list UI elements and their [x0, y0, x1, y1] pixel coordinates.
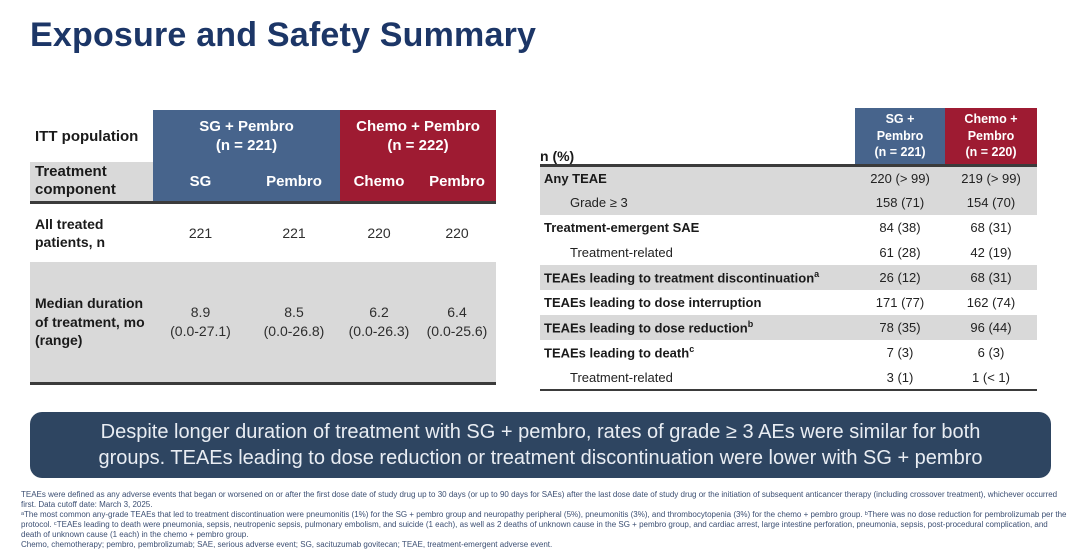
exposure-table-header: ITT population SG + Pembro (n = 221) Che… — [30, 110, 496, 202]
right-table-row: TEAEs leading to treatment discontinuati… — [540, 265, 1037, 290]
right-table-row: TEAEs leading to dose interruption 171 (7… — [540, 290, 1037, 315]
value-cell: 221 — [282, 224, 306, 241]
value-line: 8.5 — [284, 303, 304, 320]
footnote-marker: a — [814, 269, 820, 280]
summary-callout-box: Despite longer duration of treatment wit… — [30, 412, 1051, 478]
value-cell: 96 (44) — [945, 315, 1037, 340]
treatment-component-row: Treatment component SG Pembro Chemo Pemb… — [30, 162, 496, 202]
value-cell: 220 (> 99) — [855, 165, 945, 190]
value-cell: 68 (31) — [945, 265, 1037, 290]
value-cell: 26 (12) — [855, 265, 945, 290]
row-label: Median duration of treatment, mo (range) — [30, 262, 153, 383]
chemo-pembro-group-header: Chemo + Pembro (n = 222) — [340, 110, 496, 162]
safety-table: n (%) SG + Pembro (n = 221) Chemo + Pemb… — [540, 108, 1037, 391]
ae-category-label: Treatment-emergent SAE — [544, 220, 700, 235]
right-table-row: TEAEs leading to deathc 7 (3) 6 (3) — [540, 340, 1037, 365]
right-table-row: Grade ≥ 3 158 (71) 154 (70) — [540, 190, 1037, 215]
component-col-pembro: Pembro — [418, 162, 496, 202]
group-name: SG + Pembro — [199, 117, 294, 135]
value-cell: 61 (28) — [879, 245, 921, 260]
footnote-marker: b — [747, 319, 754, 330]
ae-category-label: TEAEs leading to dose reductionb — [540, 315, 855, 340]
footnote-abc: ᵃThe most common any-grade TEAEs that le… — [21, 509, 1067, 539]
header-line: (n = 221) — [874, 144, 926, 159]
value-cell: 219 (> 99) — [945, 165, 1037, 190]
itt-population-label: ITT population — [30, 110, 153, 162]
ae-category-label: Treatment-related — [570, 369, 673, 385]
right-table-row: Treatment-related 61 (28) 42 (19) — [540, 240, 1037, 265]
header-line: (n = 220) — [965, 144, 1017, 159]
value-line: (0.0-27.1) — [170, 322, 231, 339]
value-cell: 154 (70) — [945, 190, 1037, 215]
value-cell: 158 (71) — [855, 190, 945, 215]
page-title: Exposure and Safety Summary — [30, 16, 537, 54]
component-col-pembro: Pembro — [248, 162, 340, 202]
value-cell: 6.2 (0.0-26.3) — [340, 262, 418, 383]
group-name: Chemo + Pembro — [356, 117, 480, 135]
header-line: Pembro — [876, 128, 924, 143]
footnote-abbreviations: Chemo, chemotherapy; pembro, pembrolizum… — [21, 539, 553, 549]
value-cell: 8.9 (0.0-27.1) — [153, 262, 248, 383]
right-table-row: Any TEAE 220 (> 99) 219 (> 99) — [540, 165, 1037, 190]
exposure-table-body: All treated patients, n 221 221 220 220 Media… — [30, 202, 496, 383]
right-table-row: Treatment-emergent SAE 84 (38) 68 (31) — [540, 215, 1037, 240]
safety-table-header: n (%) SG + Pembro (n = 221) Chemo + Pemb… — [540, 108, 1037, 165]
value-cell: 6.4 (0.0-25.6) — [418, 262, 496, 383]
value-cell: 162 (74) — [966, 295, 1016, 310]
left-table-row: All treated patients, n 221 221 220 220 — [30, 202, 496, 262]
n-percent-label: n (%) — [540, 147, 575, 164]
ae-category-label: Any TEAE — [540, 165, 855, 190]
value-cell: 220 — [445, 224, 469, 241]
sg-pembro-group-header: SG + Pembro (n = 221) — [153, 110, 340, 162]
ae-category-label: Grade ≥ 3 — [540, 190, 855, 215]
footnote-marker: c — [689, 344, 695, 355]
header-line: Pembro — [967, 128, 1015, 143]
value-cell: 42 (19) — [970, 245, 1012, 260]
right-table-row: Treatment-related 3 (1) 1 (< 1) — [540, 365, 1037, 390]
value-line: (0.0-26.8) — [263, 322, 325, 339]
value-cell: 1 (< 1) — [972, 369, 1010, 385]
header-line: Chemo + — [964, 112, 1018, 127]
ae-category-label: Treatment-related — [570, 245, 673, 260]
value-cell: 221 — [188, 224, 213, 241]
right-table-row: TEAEs leading to dose reductionb 78 (35) 9… — [540, 315, 1037, 340]
row-label: All treated patients, n — [35, 215, 106, 250]
component-col-chemo: Chemo — [340, 162, 418, 202]
value-cell: 8.5 (0.0-26.8) — [248, 262, 340, 383]
footnotes: TEAEs were defined as any adverse events… — [21, 490, 1069, 549]
group-n: (n = 221) — [215, 137, 278, 154]
value-cell: 68 (31) — [970, 220, 1012, 235]
safety-header-row: n (%) SG + Pembro (n = 221) Chemo + Pemb… — [540, 108, 1037, 165]
sg-pembro-column-header: SG + Pembro (n = 221) — [855, 108, 945, 165]
chemo-pembro-column-header: Chemo + Pembro (n = 220) — [945, 108, 1037, 165]
exposure-table: ITT population SG + Pembro (n = 221) Che… — [30, 110, 496, 385]
value-cell: 78 (35) — [855, 315, 945, 340]
left-table-row: Median duration of treatment, mo (range)… — [30, 262, 496, 383]
summary-text-line2: groups. TEAEs leading to dose reduction … — [98, 447, 983, 469]
itt-population-row: ITT population SG + Pembro (n = 221) Che… — [30, 110, 496, 162]
ae-category-label: TEAEs leading to dose interruption — [544, 295, 762, 310]
value-cell: 171 (77) — [875, 295, 925, 310]
value-cell: 3 (1) — [886, 369, 914, 385]
safety-table-body: Any TEAE 220 (> 99) 219 (> 99) Grade ≥ 3 158… — [540, 165, 1037, 390]
component-col-sg: SG — [153, 162, 248, 202]
footnote-definitions: TEAEs were defined as any adverse events… — [21, 490, 1058, 509]
value-cell: 84 (38) — [879, 220, 921, 235]
treatment-component-label: Treatment component — [30, 162, 153, 202]
header-line: SG + — [885, 112, 915, 127]
ae-category-label: TEAEs leading to treatment discontinuati… — [540, 265, 855, 290]
value-line: 8.9 — [190, 303, 211, 320]
summary-text-line1: Despite longer duration of treatment wit… — [100, 420, 981, 443]
value-line: (0.0-26.3) — [348, 322, 410, 339]
value-cell: 6 (3) — [977, 345, 1005, 360]
value-line: (0.0-25.6) — [426, 322, 488, 339]
group-n: (n = 222) — [387, 137, 449, 154]
value-line: 6.2 — [369, 303, 389, 320]
ae-category-label: TEAEs leading to deathc — [544, 344, 695, 361]
value-cell: 7 (3) — [886, 345, 914, 360]
value-cell: 220 — [367, 224, 391, 241]
value-line: 6.4 — [447, 303, 467, 320]
